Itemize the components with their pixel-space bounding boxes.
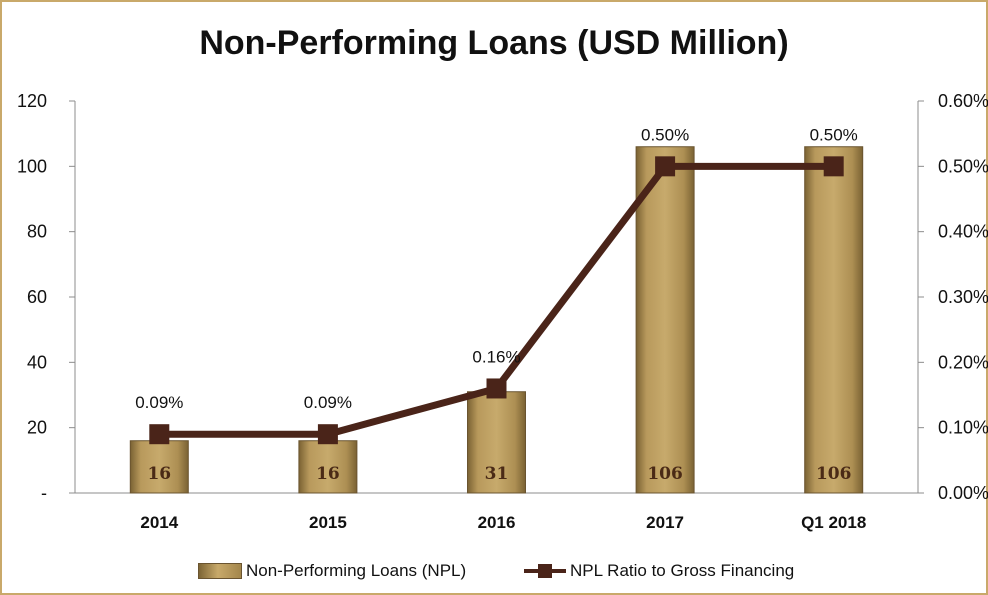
- y-right-tick-label: 0.60%: [938, 91, 988, 111]
- ratio-label: 0.09%: [135, 393, 183, 412]
- npl-bar: [129, 440, 189, 494]
- npl-bar-label: 31: [485, 464, 509, 484]
- x-tick-label: 2014: [140, 513, 178, 532]
- y-left-tick-label: 20: [27, 418, 47, 438]
- y-right-tick-label: 0.40%: [938, 222, 988, 242]
- y-right-tick-label: 0.30%: [938, 287, 988, 307]
- npl-bar-label: 106: [647, 464, 683, 484]
- ratio-point: [823, 156, 844, 177]
- y-left-tick-label: 40: [27, 352, 47, 372]
- x-tick-label: 2015: [309, 513, 347, 532]
- ratio-point: [486, 378, 507, 399]
- x-tick-label: 2017: [646, 513, 684, 532]
- npl-bar: [298, 440, 358, 494]
- y-left-tick-label: 100: [17, 156, 47, 176]
- x-tick-label: Q1 2018: [801, 513, 866, 532]
- legend-label-npl: Non-Performing Loans (NPL): [246, 561, 467, 580]
- legend-swatch-line: [524, 564, 566, 578]
- x-tick-label: 2016: [478, 513, 516, 532]
- y-right-tick-label: 0.00%: [938, 483, 988, 503]
- ratio-label: 0.50%: [641, 125, 689, 144]
- npl-bar: [804, 146, 864, 494]
- legend-item-ratio: NPL Ratio to Gross Financing: [524, 561, 794, 581]
- ratio-label: 0.16%: [472, 347, 520, 366]
- legend-item-npl: Non-Performing Loans (NPL): [198, 561, 466, 581]
- chart-title: Non-Performing Loans (USD Million): [199, 24, 789, 62]
- y-left-tick-label: 120: [17, 91, 47, 111]
- y-left-tick-label: 60: [27, 287, 47, 307]
- ratio-point: [317, 424, 338, 445]
- y-right-tick-label: 0.20%: [938, 352, 988, 372]
- legend-label-ratio: NPL Ratio to Gross Financing: [570, 561, 795, 580]
- ratio-label: 0.50%: [810, 125, 858, 144]
- ratio-point: [655, 156, 676, 177]
- ratio-label: 0.09%: [304, 393, 352, 412]
- npl-bar: [635, 146, 695, 494]
- y-right-tick-label: 0.10%: [938, 418, 988, 438]
- npl-bar: [467, 391, 526, 494]
- y-right-tick-label: 0.50%: [938, 156, 988, 176]
- legend-swatch-bar: [198, 563, 242, 579]
- y-left-tick-label: -: [41, 483, 47, 503]
- ratio-point: [149, 424, 170, 445]
- npl-bar-label: 16: [147, 464, 171, 484]
- npl-bar-label: 106: [816, 464, 852, 484]
- y-left-tick-label: 80: [27, 222, 47, 242]
- npl-bar-label: 16: [316, 464, 340, 484]
